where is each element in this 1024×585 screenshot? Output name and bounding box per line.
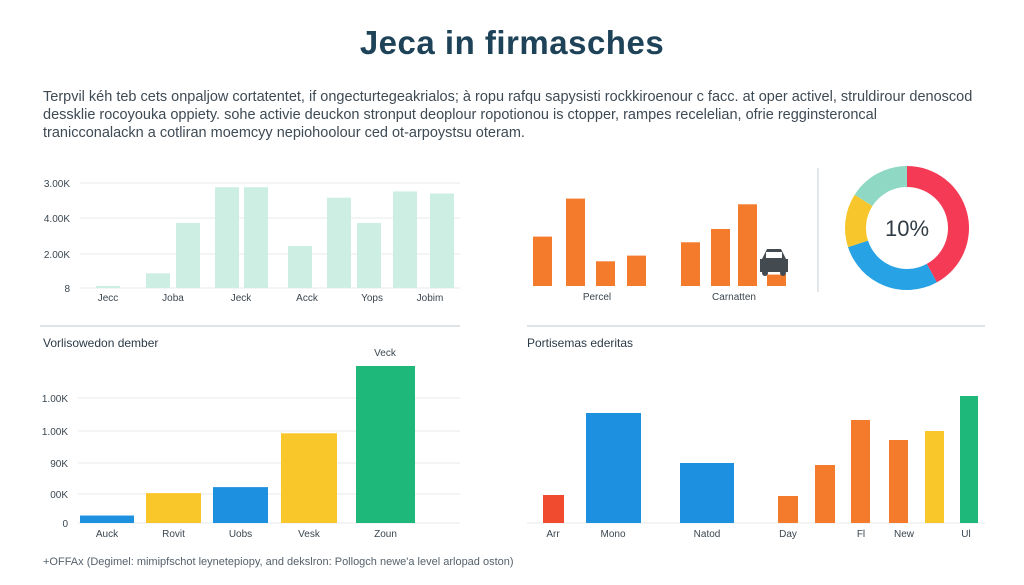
- y-tick-label: 2.00K: [44, 250, 70, 261]
- bar: [176, 222, 200, 288]
- x-tick-label: Rovit: [162, 529, 185, 540]
- bar: [213, 487, 268, 523]
- chart-title-lower-right: Portisemas ederitas: [527, 336, 634, 350]
- y-tick-label: 1.00K: [42, 394, 68, 405]
- footnote: +OFFAx (Degimel: mimipfschot leynetepiop…: [43, 556, 514, 568]
- x-tick-label: Jecc: [98, 293, 119, 304]
- x-tick-label: Day: [779, 529, 797, 540]
- bar: [680, 463, 734, 523]
- bar: [357, 222, 381, 288]
- pie-slice: [844, 194, 873, 248]
- x-tick-label: Auck: [96, 529, 119, 540]
- bar: [430, 193, 454, 288]
- x-tick-label: Jeck: [231, 293, 253, 304]
- pie-slice: [907, 165, 969, 283]
- bar: [215, 187, 239, 288]
- intro-line: dessklie rocoyouka oppiety. sohe activie…: [43, 107, 877, 123]
- x-tick-label: Percel: [583, 292, 611, 303]
- bar: [393, 191, 417, 288]
- bar: [586, 413, 641, 523]
- bar: [288, 246, 312, 288]
- donut-center-label: 10%: [885, 216, 929, 241]
- y-tick-label: 4.00K: [44, 214, 70, 225]
- bar: [96, 285, 120, 288]
- bar: [627, 255, 646, 286]
- y-tick-label: 0: [62, 519, 68, 530]
- y-tick-label: 00K: [50, 490, 68, 501]
- bar: [327, 197, 351, 288]
- bar: [533, 236, 552, 286]
- car-icon: [760, 249, 788, 276]
- page-title: Jeca in firmasches: [359, 24, 665, 61]
- x-tick-label: Joba: [162, 293, 184, 304]
- bar: [281, 433, 337, 523]
- bar: [80, 515, 134, 523]
- y-tick-label: 90K: [50, 459, 68, 470]
- bar: [767, 274, 786, 286]
- x-tick-label: Ul: [961, 529, 970, 540]
- bar: [356, 366, 415, 523]
- bar: [925, 431, 944, 523]
- bar: [681, 242, 700, 286]
- x-tick-label: Carnatten: [712, 292, 756, 303]
- pie-slice: [854, 166, 907, 207]
- intro-line: Terpvil kéh teb cets onpaljow cortatente…: [43, 89, 973, 105]
- bar: [889, 440, 908, 523]
- pie-slice: [848, 240, 937, 291]
- bar: [851, 420, 870, 523]
- y-tick-label: 8: [64, 284, 70, 295]
- intro-paragraph: Terpvil kéh teb cets onpaljow cortatente…: [43, 88, 988, 142]
- x-tick-label: Acck: [296, 293, 319, 304]
- y-tick-label: 1.00K: [42, 427, 68, 438]
- y-tick-label: 3.00K: [44, 179, 70, 190]
- bar: [778, 496, 798, 523]
- x-tick-label: New: [894, 529, 915, 540]
- bar: [815, 465, 835, 523]
- x-tick-label: Yops: [361, 293, 383, 304]
- bar: [711, 229, 730, 286]
- bar: [738, 204, 757, 286]
- x-tick-label: Zoun: [374, 529, 397, 540]
- x-tick-label: Uobs: [229, 529, 252, 540]
- x-tick-label: Arr: [546, 529, 560, 540]
- bar: [596, 261, 615, 286]
- bar: [543, 495, 564, 523]
- intro-line: tranicconalackn a cotliran moemcyy nepio…: [43, 125, 525, 141]
- chart-title-lower-left: Vorlisowedon dember: [43, 336, 159, 350]
- x-tick-label: Vesk: [298, 529, 321, 540]
- bar-top-label: Veck: [374, 348, 397, 359]
- bar: [960, 396, 978, 523]
- bar: [566, 198, 585, 286]
- x-tick-label: Jobim: [417, 293, 444, 304]
- x-tick-label: Fl: [857, 529, 865, 540]
- x-tick-label: Mono: [600, 529, 625, 540]
- bar: [244, 187, 268, 288]
- x-tick-label: Natod: [694, 529, 721, 540]
- bar: [146, 493, 201, 523]
- bar: [146, 273, 170, 288]
